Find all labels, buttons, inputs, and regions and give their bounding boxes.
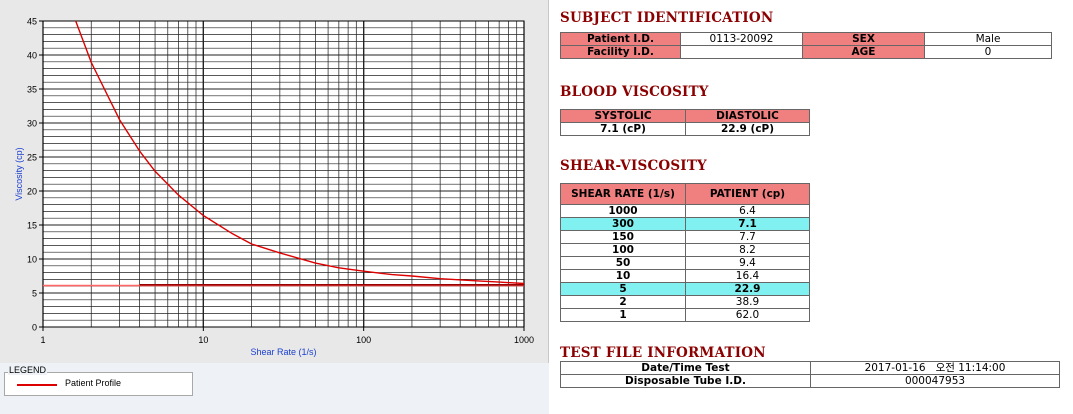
plot-border (42, 20, 525, 328)
sex-value: Male (924, 32, 1052, 46)
report-panel: SUBJECT IDENTIFICATION Patient I.D. 0113… (549, 0, 1073, 414)
series-line-patient-profile (75, 20, 525, 285)
sex-label: SEX (802, 32, 925, 46)
y-tick-label: 45 (27, 17, 37, 27)
shear-rate-cell: 50 (560, 256, 686, 270)
blood-viscosity-title: BLOOD VISCOSITY (560, 84, 709, 100)
x-tick-label: 1 (40, 335, 45, 345)
shear-rate-header: SHEAR RATE (1/s) (560, 183, 686, 205)
y-tick-label: 40 (27, 51, 37, 61)
y-tick-label: 5 (32, 289, 37, 299)
age-label: AGE (802, 45, 925, 59)
table-row: 10 16.4 (560, 269, 810, 283)
y-tick-label: 35 (27, 85, 37, 95)
age-value: 0 (924, 45, 1052, 59)
patient-cp-cell: 8.2 (685, 243, 810, 257)
table-row: 2 38.9 (560, 295, 810, 309)
shear-rate-cell: 300 (560, 217, 686, 231)
y-tick-label: 0 (32, 323, 37, 333)
systolic-value: 7.1 (cP) (560, 122, 686, 136)
x-axis-label: Shear Rate (1/s) (250, 347, 316, 357)
table-row: 150 7.7 (560, 230, 810, 244)
shear-rate-cell: 100 (560, 243, 686, 257)
shear-rate-cell: 1 (560, 308, 686, 322)
patient-cp-header: PATIENT (cp) (685, 183, 810, 205)
legend: LEGEND Patient Profile (4, 365, 193, 396)
viscosity-chart: 0 5 10 15 20 25 30 35 40 45 1 10 100 1000 Shear Rate (… (14, 17, 534, 358)
patient-cp-cell: 62.0 (685, 308, 810, 322)
test-file-title: TEST FILE INFORMATION (560, 345, 766, 361)
patient-cp-cell: 22.9 (685, 282, 810, 296)
legend-line-swatch (17, 384, 57, 386)
patient-cp-cell: 7.7 (685, 230, 810, 244)
legend-label: Patient Profile (65, 378, 122, 388)
date-time-value: 2017-01-16 오전 11:14:00 (810, 361, 1060, 375)
y-tick-label: 10 (27, 255, 37, 265)
shear-rate-cell: 1000 (560, 204, 686, 218)
table-row-highlighted: 5 22.9 (560, 282, 810, 296)
tube-id-value: 000047953 (810, 374, 1060, 388)
tube-id-label: Disposable Tube I.D. (560, 374, 811, 388)
subject-table: Patient I.D. 0113-20092 SEX Male Facilit… (560, 32, 1052, 59)
table-row: 1000 6.4 (560, 204, 810, 218)
table-row: 100 8.2 (560, 243, 810, 257)
subject-title: SUBJECT IDENTIFICATION (560, 10, 774, 26)
patient-cp-cell: 9.4 (685, 256, 810, 270)
x-tick-label: 1000 (514, 335, 534, 345)
x-tick-label: 10 (198, 335, 208, 345)
diastolic-label: DIASTOLIC (685, 109, 810, 123)
shear-rate-cell: 2 (560, 295, 686, 309)
systolic-label: SYSTOLIC (560, 109, 686, 123)
facility-id-value (680, 45, 803, 59)
y-tick-label: 20 (27, 187, 37, 197)
facility-id-label: Facility I.D. (560, 45, 681, 59)
shear-rate-cell: 5 (560, 282, 686, 296)
viscosity-chart-panel: 0 5 10 15 20 25 30 35 40 45 1 10 100 1000 Shear Rate (… (0, 0, 549, 363)
y-tick-label: 15 (27, 221, 37, 231)
patient-cp-cell: 6.4 (685, 204, 810, 218)
shear-viscosity-title: SHEAR-VISCOSITY (560, 158, 707, 174)
x-tick-label: 100 (356, 335, 371, 345)
test-file-table: Date/Time Test 2017-01-16 오전 11:14:00 Di… (560, 361, 1060, 388)
shear-rate-cell: 10 (560, 269, 686, 283)
table-row-highlighted: 300 7.1 (560, 217, 810, 231)
plot-area (43, 21, 524, 327)
diastolic-value: 22.9 (cP) (685, 122, 810, 136)
table-row: 50 9.4 (560, 256, 810, 270)
table-row: 1 62.0 (560, 308, 810, 322)
legend-title: LEGEND (8, 365, 48, 375)
patient-cp-cell: 38.9 (685, 295, 810, 309)
y-tick-label: 25 (27, 153, 37, 163)
blood-viscosity-table: SYSTOLIC DIASTOLIC 7.1 (cP) 22.9 (cP) (560, 109, 810, 136)
shear-viscosity-table: SHEAR RATE (1/s) PATIENT (cp) 1000 6.4 30… (560, 183, 810, 322)
shear-rate-cell: 150 (560, 230, 686, 244)
patient-cp-cell: 16.4 (685, 269, 810, 283)
y-tick-label: 30 (27, 119, 37, 129)
y-axis-label: Viscosity (cp) (14, 147, 24, 200)
patient-id-value: 0113-20092 (680, 32, 803, 46)
date-time-label: Date/Time Test (560, 361, 811, 375)
patient-id-label: Patient I.D. (560, 32, 681, 46)
patient-cp-cell: 7.1 (685, 217, 810, 231)
